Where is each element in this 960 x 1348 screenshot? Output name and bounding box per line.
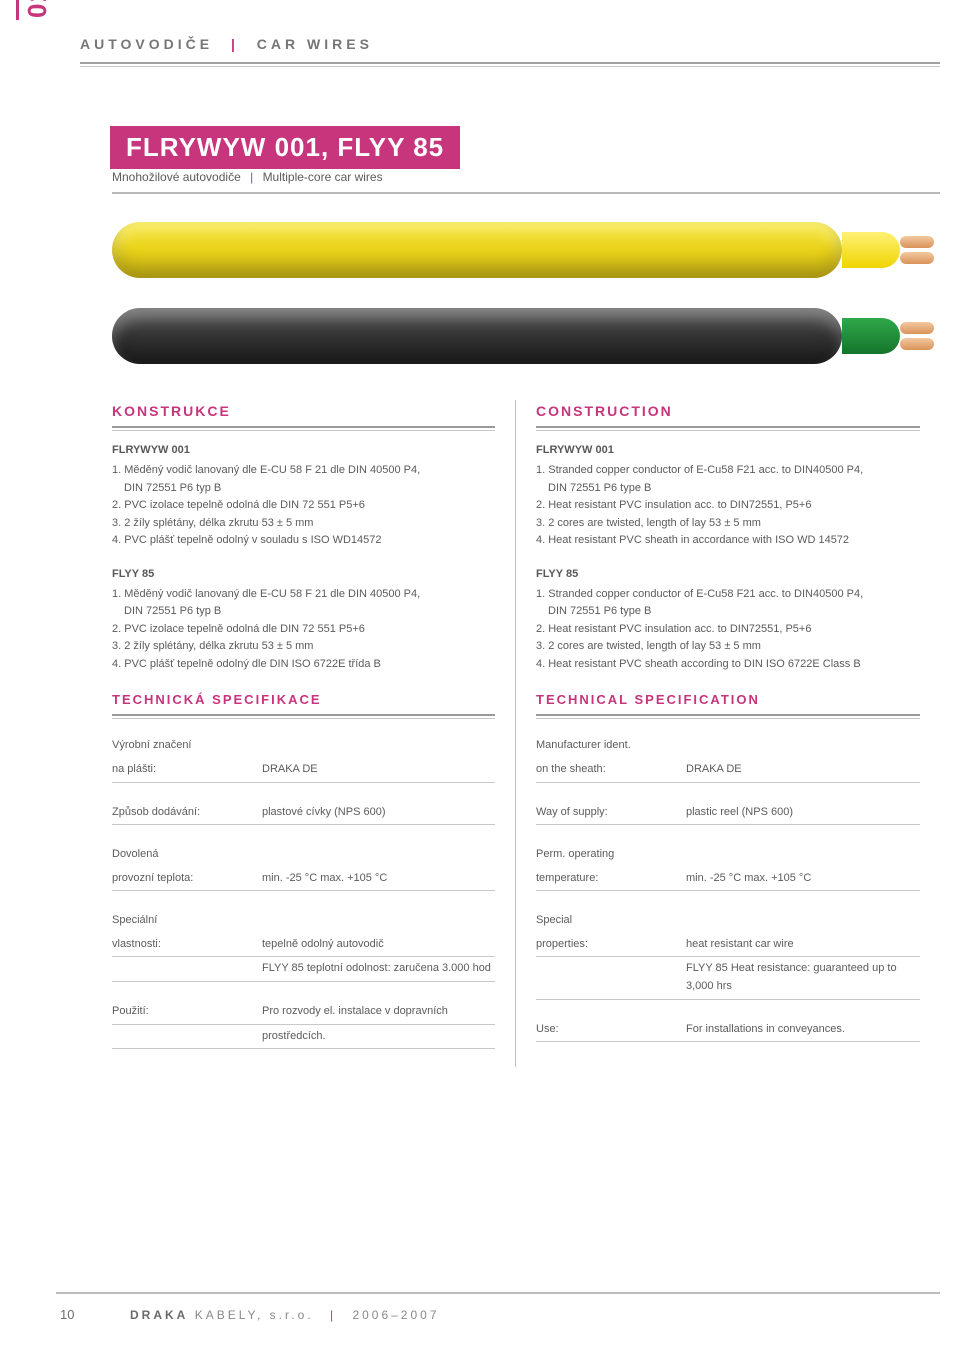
header-rule-thin bbox=[80, 66, 940, 67]
flyy-title-en: FLYY 85 bbox=[536, 566, 920, 584]
header-divider: | bbox=[231, 36, 239, 52]
subtitle-rule bbox=[112, 192, 940, 194]
label: Výrobní značení bbox=[112, 737, 262, 755]
subtitle: Mnohožilové autovodiče | Multiple-core c… bbox=[112, 170, 383, 184]
block-flyy-en: FLYY 85 1. Stranded copper conductor of … bbox=[536, 566, 920, 674]
text: DIN 72551 P6 type B bbox=[536, 480, 920, 498]
content: KONSTRUKCE FLRYWYW 001 1. Měděný vodič l… bbox=[112, 400, 940, 1067]
sec-techspec-cz: TECHNICKÁ SPECIFIKACE bbox=[112, 690, 495, 717]
text: 2. PVC izolace tepelně odolná dle DIN 72… bbox=[112, 497, 495, 515]
footer-divider: | bbox=[330, 1308, 336, 1322]
label: temperature: bbox=[536, 870, 686, 888]
text: 3. 2 cores are twisted, length of lay 53… bbox=[536, 638, 920, 656]
label: na plášti: bbox=[112, 761, 262, 779]
label: provozní teplota: bbox=[112, 870, 262, 888]
cable-black bbox=[112, 308, 940, 364]
page-header: AUTOVODIČE | CAR WIRES bbox=[80, 36, 960, 67]
text: DIN 72551 P6 type B bbox=[536, 603, 920, 621]
footer-company2: KABELY, s.r.o. bbox=[195, 1308, 314, 1322]
text: 2. Heat resistant PVC insulation acc. to… bbox=[536, 497, 920, 515]
text: 2. Heat resistant PVC insulation acc. to… bbox=[536, 621, 920, 639]
spec-supply-en: Way of supply:plastic reel (NPS 600) bbox=[536, 801, 920, 826]
text: DIN 72551 P6 typ B bbox=[112, 480, 495, 498]
text: 4. Heat resistant PVC sheath according t… bbox=[536, 656, 920, 674]
label: Dovolená bbox=[112, 846, 262, 864]
label: Special bbox=[536, 912, 686, 930]
label: Speciální bbox=[112, 912, 262, 930]
label: on the sheath: bbox=[536, 761, 686, 779]
text: 1. Stranded copper conductor of E-Cu58 F… bbox=[536, 462, 920, 480]
spec-use-cz: Použití:Pro rozvody el. instalace v dopr… bbox=[112, 1000, 495, 1049]
label: Použití: bbox=[112, 1003, 262, 1021]
value: prostředcích. bbox=[262, 1028, 495, 1046]
text: 1. Stranded copper conductor of E-Cu58 F… bbox=[536, 586, 920, 604]
value: Pro rozvody el. instalace v dopravních bbox=[262, 1003, 495, 1021]
subtitle-cz: Mnohožilové autovodiče bbox=[112, 170, 241, 184]
text: 1. Měděný vodič lanovaný dle E-CU 58 F 2… bbox=[112, 462, 495, 480]
label: Způsob dodávání: bbox=[112, 804, 262, 822]
block-flrywyw-en: FLRYWYW 001 1. Stranded copper conductor… bbox=[536, 442, 920, 550]
footer: 10 DRAKA KABELY, s.r.o. | 2006–2007 bbox=[0, 1292, 960, 1322]
label: Manufacturer ident. bbox=[536, 737, 686, 755]
subtitle-divider: | bbox=[250, 170, 253, 184]
text: 4. Heat resistant PVC sheath in accordan… bbox=[536, 532, 920, 550]
flrywyw-title-en: FLRYWYW 001 bbox=[536, 442, 920, 460]
text: 4. PVC plášť tepelně odolný v souladu s … bbox=[112, 532, 495, 550]
text: 2. PVC izolace tepelně odolná dle DIN 72… bbox=[112, 621, 495, 639]
value: min. -25 °C max. +105 °C bbox=[686, 870, 920, 888]
spec-marking-cz: Výrobní značení na plášti:DRAKA DE bbox=[112, 734, 495, 782]
value: heat resistant car wire bbox=[686, 936, 920, 954]
header-left: AUTOVODIČE bbox=[80, 36, 213, 52]
label: Way of supply: bbox=[536, 804, 686, 822]
flyy-title-cz: FLYY 85 bbox=[112, 566, 495, 584]
spec-temp-en: Perm. operating temperature:min. -25 °C … bbox=[536, 843, 920, 891]
label: vlastnosti: bbox=[112, 936, 262, 954]
spec-special-cz: Speciální vlastnosti:tepelně odolný auto… bbox=[112, 909, 495, 982]
value: FLYY 85 teplotní odolnost: zaručena 3.00… bbox=[262, 960, 495, 978]
side-tab: 01 bbox=[22, 0, 53, 18]
spec-use-en: Use:For installations in conveyances. bbox=[536, 1018, 920, 1043]
spec-supply-cz: Způsob dodávání:plastové cívky (NPS 600) bbox=[112, 801, 495, 826]
text: 4. PVC plášť tepelně odolný dle DIN ISO … bbox=[112, 656, 495, 674]
value: For installations in conveyances. bbox=[686, 1021, 920, 1039]
text: DIN 72551 P6 typ B bbox=[112, 603, 495, 621]
block-flyy-cz: FLYY 85 1. Měděný vodič lanovaný dle E-C… bbox=[112, 566, 495, 674]
page-number: 10 bbox=[60, 1307, 74, 1322]
sec-construction: CONSTRUCTION bbox=[536, 400, 920, 428]
column-czech: KONSTRUKCE FLRYWYW 001 1. Měděný vodič l… bbox=[112, 400, 516, 1067]
sec-techspec-en: TECHNICAL SPECIFICATION bbox=[536, 690, 920, 717]
value: tepelně odolný autovodič bbox=[262, 936, 495, 954]
main-title: FLRYWYW 001, FLYY 85 bbox=[110, 126, 460, 169]
value: FLYY 85 Heat resistance: guaranteed up t… bbox=[686, 960, 920, 995]
footer-year: 2006–2007 bbox=[352, 1308, 439, 1322]
cable-illustration bbox=[112, 222, 940, 382]
label: Use: bbox=[536, 1021, 686, 1039]
subtitle-en: Multiple-core car wires bbox=[263, 170, 383, 184]
text: 1. Měděný vodič lanovaný dle E-CU 58 F 2… bbox=[112, 586, 495, 604]
flrywyw-title-cz: FLRYWYW 001 bbox=[112, 442, 495, 460]
header-right: CAR WIRES bbox=[257, 36, 373, 52]
label: properties: bbox=[536, 936, 686, 954]
text: 3. 2 žíly splétány, délka zkrutu 53 ± 5 … bbox=[112, 515, 495, 533]
block-flrywyw-cz: FLRYWYW 001 1. Měděný vodič lanovaný dle… bbox=[112, 442, 495, 550]
value: DRAKA DE bbox=[262, 761, 495, 779]
sec-konstrukce: KONSTRUKCE bbox=[112, 400, 495, 428]
value: plastic reel (NPS 600) bbox=[686, 804, 920, 822]
spec-special-en: Special properties:heat resistant car wi… bbox=[536, 909, 920, 999]
footer-text: DRAKA KABELY, s.r.o. | 2006–2007 bbox=[130, 1308, 440, 1322]
value: DRAKA DE bbox=[686, 761, 920, 779]
footer-company: DRAKA bbox=[130, 1308, 188, 1322]
spec-temp-cz: Dovolená provozní teplota:min. -25 °C ma… bbox=[112, 843, 495, 891]
spec-marking-en: Manufacturer ident. on the sheath:DRAKA … bbox=[536, 734, 920, 782]
text: 3. 2 cores are twisted, length of lay 53… bbox=[536, 515, 920, 533]
value: min. -25 °C max. +105 °C bbox=[262, 870, 495, 888]
text: 3. 2 žíly splétány, délka zkrutu 53 ± 5 … bbox=[112, 638, 495, 656]
header-rule bbox=[80, 62, 940, 64]
column-english: CONSTRUCTION FLRYWYW 001 1. Stranded cop… bbox=[516, 400, 920, 1067]
header-title: AUTOVODIČE | CAR WIRES bbox=[80, 36, 960, 52]
label: Perm. operating bbox=[536, 846, 686, 864]
cable-yellow bbox=[112, 222, 940, 278]
value: plastové cívky (NPS 600) bbox=[262, 804, 495, 822]
footer-rule bbox=[56, 1292, 940, 1294]
